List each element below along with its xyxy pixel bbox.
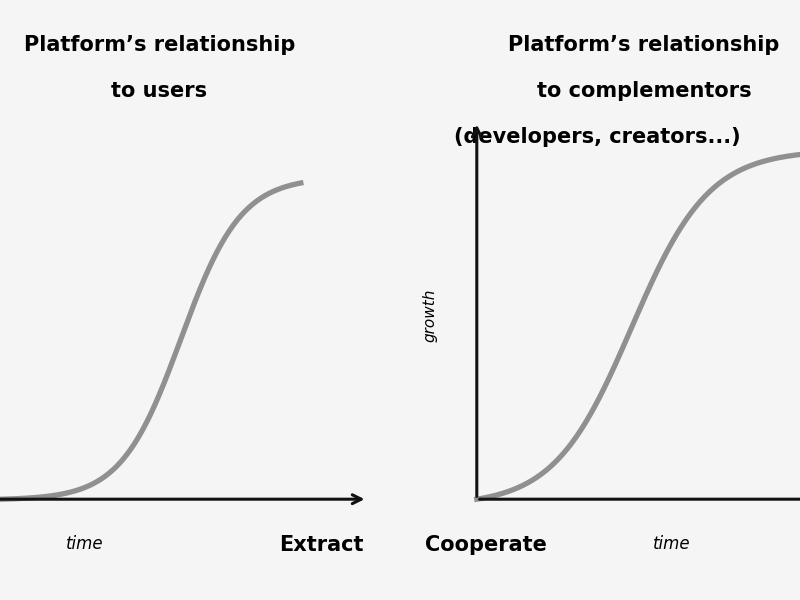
Text: growth: growth xyxy=(423,289,438,342)
Text: Platform’s relationship: Platform’s relationship xyxy=(508,35,779,55)
Text: to complementors: to complementors xyxy=(537,81,751,101)
Text: time: time xyxy=(653,535,690,553)
Text: Platform’s relationship: Platform’s relationship xyxy=(24,35,295,55)
Text: time: time xyxy=(66,535,103,553)
Text: to users: to users xyxy=(111,81,207,101)
Text: Extract: Extract xyxy=(279,535,364,555)
Text: Cooperate: Cooperate xyxy=(425,535,547,555)
Text: (developers, creators...): (developers, creators...) xyxy=(454,127,741,147)
